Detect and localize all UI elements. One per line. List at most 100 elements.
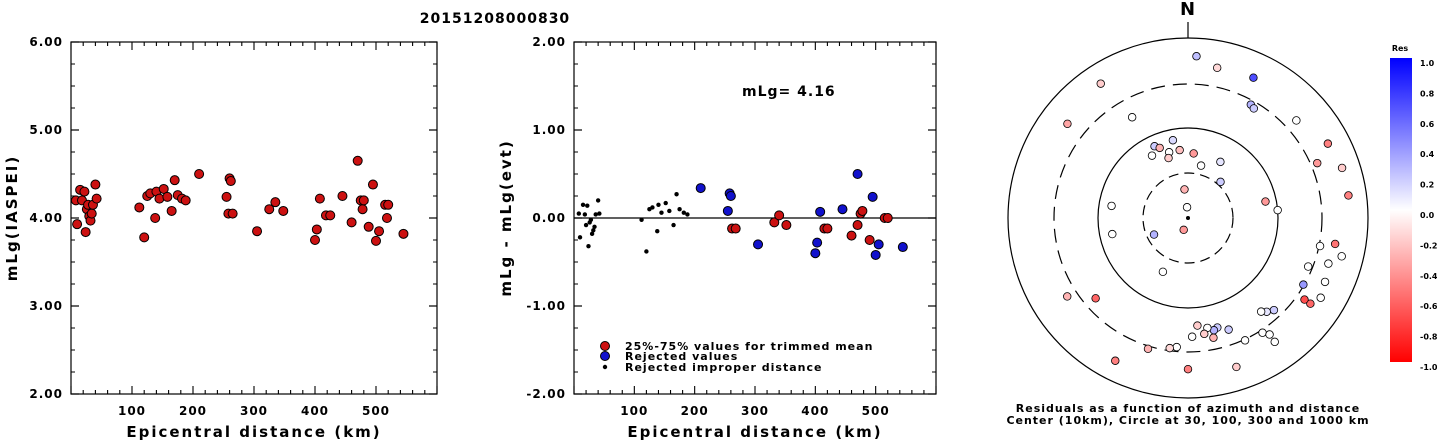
panel-residual-xtick-label: 100 xyxy=(620,404,648,418)
azimuth-station-point xyxy=(1303,262,1313,271)
azimuth-station-point xyxy=(1155,143,1164,153)
station-point xyxy=(314,193,325,204)
colorbar-tick-label: -0.8 xyxy=(1420,333,1437,342)
station-point xyxy=(381,213,392,223)
figure-title: 20151208000830 xyxy=(420,11,570,27)
rejected-point xyxy=(867,191,878,202)
colorbar-tick-label: 0.8 xyxy=(1420,89,1435,98)
station-point xyxy=(278,205,289,216)
station-point xyxy=(374,226,385,237)
station-point xyxy=(162,191,173,202)
panel-magnitude-ytick-label: 2.00 xyxy=(29,387,63,401)
azimuth-station-point xyxy=(1164,153,1173,163)
azimuth-station-point xyxy=(1189,149,1198,158)
panel-magnitude-ytick-label: 4.00 xyxy=(29,211,63,225)
improper-distance-point xyxy=(577,235,583,240)
azimuth-station-point xyxy=(1323,139,1333,148)
azimuth-station-point xyxy=(1337,252,1346,261)
panel-magnitude-ytick-label: 5.00 xyxy=(29,123,63,137)
station-point xyxy=(139,232,150,243)
azimuth-station-point xyxy=(1200,329,1209,339)
azimuth-station-point xyxy=(1209,333,1218,342)
azimuth-station-point xyxy=(1320,277,1330,287)
legend-label-trimmed: 25%-75% values for trimmed mean xyxy=(625,340,873,353)
azimuth-station-point xyxy=(1224,325,1233,334)
panel-residual-xtick-label: 300 xyxy=(741,404,769,418)
azimuth-station-point xyxy=(1269,305,1279,315)
azimuth-station-point xyxy=(1299,280,1308,289)
trimmed-point xyxy=(882,213,893,223)
panel-magnitude-y-ticks: 2.00 3.00 4.00 5.00 6.00 xyxy=(29,35,437,401)
legend-label-rejected: Rejected values xyxy=(625,350,738,363)
azimuth-station-point xyxy=(1192,52,1201,61)
colorbar-tick-label: 0.2 xyxy=(1420,181,1434,190)
improper-distance-point xyxy=(659,210,664,215)
improper-distance-point xyxy=(650,205,655,210)
panel-residual-ytick-label: 0.00 xyxy=(532,211,566,225)
rejected-point xyxy=(837,204,848,215)
azimuth-station-point xyxy=(1330,239,1340,249)
colorbar-tick-label: -0.4 xyxy=(1420,272,1437,281)
azimuth-station-point xyxy=(1111,356,1120,365)
azimuth-station-point xyxy=(1187,332,1197,341)
station-point xyxy=(358,195,369,206)
colorbar-tick-label: 0.0 xyxy=(1420,211,1435,220)
azimuth-station-point xyxy=(1091,294,1100,303)
station-point xyxy=(371,235,381,246)
station-point xyxy=(337,191,348,201)
panel-residual-ytick-label: 2.00 xyxy=(532,35,566,49)
improper-distance-point xyxy=(591,228,596,233)
colorbar-ticks: 1.0 0.8 0.6 0.4 0.2 0.0 -0.2 -0.4 -0.6 -0.8 -1.0 xyxy=(1420,59,1437,372)
panel-magnitude-xlabel: Epicentral distance (km) xyxy=(126,423,381,441)
rejected-point xyxy=(695,183,706,194)
azimuth-station-point xyxy=(1313,158,1322,168)
panel-azimuth-points xyxy=(1063,52,1353,374)
station-point xyxy=(91,193,102,204)
azimuth-station-point xyxy=(1212,63,1222,73)
azimuth-station-point xyxy=(1165,343,1174,353)
legend: 25%-75% values for trimmed mean Rejected… xyxy=(600,340,873,374)
trimmed-point xyxy=(857,205,868,216)
panel-azimuth: N Residuals as a function of azimuth and… xyxy=(1006,0,1369,427)
colorbar: Res 1.0 0.8 0.6 0.4 0.2 0.0 -0.2 -0.4 -0.6 -0.8 -1… xyxy=(1390,44,1437,372)
panel-residual-x-ticks: 100 200 300 400 500 xyxy=(573,42,937,418)
azimuth-station-point xyxy=(1216,157,1225,167)
colorbar-tick-label: 1.0 xyxy=(1420,59,1435,68)
trimmed-point xyxy=(852,220,863,231)
azimuth-station-point xyxy=(1108,229,1117,239)
panel-magnitude-xtick-label: 100 xyxy=(118,404,146,418)
trimmed-point xyxy=(730,223,741,234)
azimuth-station-point xyxy=(1183,365,1193,374)
station-point xyxy=(270,197,281,208)
azimuth-station-point xyxy=(1147,151,1157,160)
azimuth-station-point xyxy=(1337,163,1347,173)
panel-magnitude-xtick-label: 500 xyxy=(362,404,390,418)
azimuth-station-point xyxy=(1232,362,1241,372)
improper-distance-point xyxy=(585,203,590,208)
azimuth-station-point xyxy=(1179,225,1188,235)
azimuth-station-point xyxy=(1240,336,1250,345)
improper-distance-point xyxy=(576,211,582,216)
azimuth-station-point xyxy=(1168,136,1178,145)
azimuth-station-point xyxy=(1306,299,1315,308)
station-point xyxy=(311,224,322,235)
improper-distance-point xyxy=(580,202,586,207)
colorbar-tick-label: -0.2 xyxy=(1420,241,1437,250)
azimuth-station-point xyxy=(1344,191,1353,200)
azimuth-station-point xyxy=(1216,177,1225,187)
trimmed-point xyxy=(864,235,875,245)
station-point xyxy=(90,179,101,190)
station-point xyxy=(398,228,409,239)
panel-residual-xlabel: Epicentral distance (km) xyxy=(627,423,882,441)
colorbar-tick-label: -1.0 xyxy=(1420,363,1437,372)
panel-residual-ylabel: mLg - mLg(evt) xyxy=(497,139,515,296)
station-point xyxy=(194,169,205,179)
rejected-point xyxy=(725,191,736,201)
improper-distance-point xyxy=(582,212,588,217)
station-point xyxy=(221,191,232,202)
trimmed-point xyxy=(846,230,857,241)
azimuth-station-point xyxy=(1249,104,1259,113)
station-point xyxy=(86,208,97,219)
improper-distance-point xyxy=(685,212,690,217)
